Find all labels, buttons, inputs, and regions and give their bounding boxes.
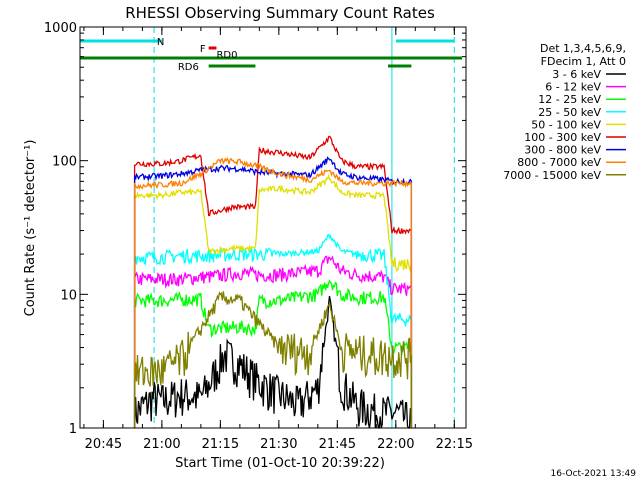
x-tick-label: 22:00 [377,437,414,452]
x-tick-label: 21:30 [260,437,297,452]
series-line [133,279,413,428]
timestamp: 16-Oct-2021 13:49 [551,469,637,479]
series-line [133,233,413,428]
legend-label: 6 - 12 keV [545,81,601,94]
series-line [133,255,413,428]
x-tick-label: 21:00 [143,437,180,452]
x-tick-label: 21:45 [319,437,356,452]
legend-label: 7000 - 15000 keV [503,169,601,182]
y-axis-label: Count Rate (s⁻¹ detector⁻¹) [23,140,38,317]
legend-header: Det 1,3,4,5,6,9, [540,42,626,55]
legend-label: 25 - 50 keV [538,106,601,119]
flag-label: RD0 [216,50,237,61]
series-line [133,156,413,428]
y-axis: 1 10 100 1000 [44,21,466,437]
legend-label: 3 - 6 keV [552,68,601,81]
legend-header: FDecim 1, Att 0 [541,55,626,68]
x-tick-label: 21:15 [202,437,239,452]
legend-label: 12 - 25 keV [538,93,601,106]
x-tick-label: 22:15 [436,437,473,452]
flag-label: RD6 [178,62,199,73]
legend-label: 50 - 100 keV [531,118,601,131]
y-tick-label: 10 [60,288,77,303]
legend-label: 800 - 7000 keV [517,156,601,169]
y-tick-label: 1000 [44,21,77,36]
series-line [133,291,413,428]
series-line [133,173,413,428]
series-line [133,295,413,429]
flag-label: N [157,37,164,48]
legend-label: 300 - 800 keV [524,144,601,157]
x-axis: 20:45 21:00 21:15 21:30 21:45 22:00 22:15 [83,27,473,452]
y-tick-label: 1 [69,422,77,437]
x-axis-label: Start Time (01-Oct-10 20:39:22) [175,456,385,471]
y-tick-label: 100 [52,155,77,170]
series-group [133,135,413,429]
x-tick-label: 20:45 [85,437,122,452]
series-line [133,135,413,428]
flag-label: F [200,44,206,55]
chart-title: RHESSI Observing Summary Count Rates [125,4,435,22]
legend: Det 1,3,4,5,6,9,FDecim 1, Att 03 - 6 keV… [503,42,626,182]
plot-frame [79,26,467,429]
legend-label: 100 - 300 keV [524,131,601,144]
flag-bars: N F RD0 RD6 [80,37,463,73]
